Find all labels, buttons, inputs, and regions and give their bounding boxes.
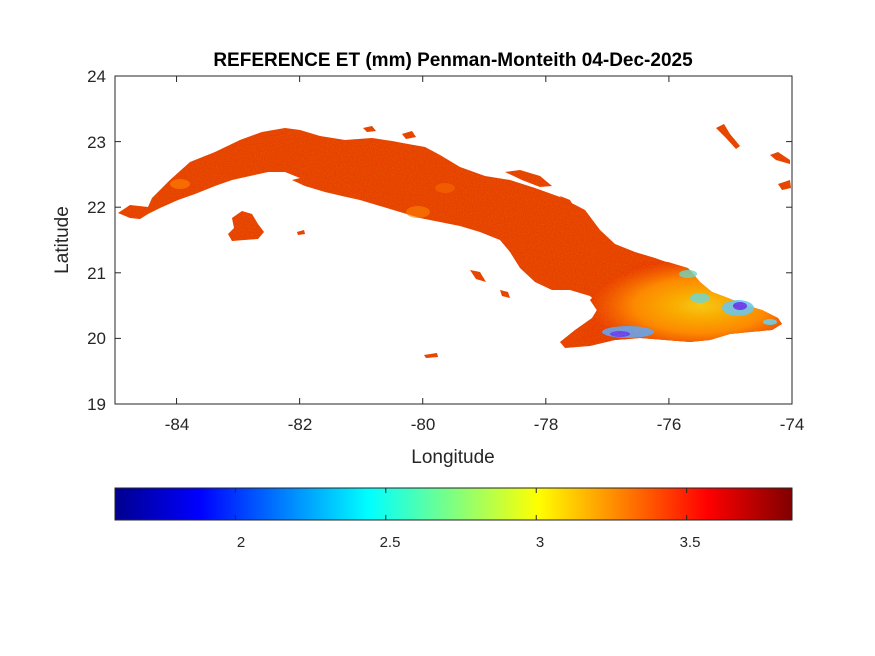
x-tick-label: -74 (780, 415, 805, 434)
isla-de-la-juventud (228, 211, 264, 241)
x-tick-label: -78 (534, 415, 559, 434)
bahamas-edge (716, 124, 740, 149)
y-tick-label: 19 (87, 395, 106, 414)
y-tick-label: 23 (87, 133, 106, 152)
south-cays (470, 270, 486, 282)
low-et-patch-5 (690, 293, 710, 303)
x-tick-label: -82 (288, 415, 313, 434)
north-cays-2 (560, 196, 576, 210)
low-et-patch-2 (610, 331, 630, 337)
chart-title: REFERENCE ET (mm) Penman-Monteith 04-Dec… (213, 50, 693, 71)
low-et-patch-4 (733, 302, 747, 310)
y-tick-label: 24 (87, 67, 106, 86)
x-tick-labels: -84 -82 -80 -78 -76 -74 (165, 415, 805, 434)
low-et-patch-7 (763, 319, 777, 325)
south-cays-4 (297, 230, 305, 235)
y-tick-label: 21 (87, 264, 106, 283)
colorbar-ticks (234, 488, 688, 520)
x-axis-label: Longitude (411, 447, 494, 468)
central-highlight-2 (435, 183, 455, 193)
colorbar-tick-label: 3 (536, 534, 544, 551)
hispaniola-edge (770, 152, 790, 164)
axis-ticks (115, 75, 793, 405)
south-cays-3 (424, 353, 438, 358)
x-tick-label: -84 (165, 415, 190, 434)
y-tick-labels: 19 20 21 22 23 24 (87, 67, 106, 414)
west-highlight (170, 179, 190, 189)
land-layer (118, 124, 791, 358)
colorbar-tick-label: 3.5 (680, 534, 701, 551)
low-et-patch-6 (679, 270, 697, 278)
y-axis-label: Latitude (52, 206, 73, 274)
hispaniola-edge-2 (778, 180, 791, 190)
low-et-patch-1 (602, 326, 654, 338)
x-tick-label: -76 (657, 415, 682, 434)
y-tick-label: 22 (87, 198, 106, 217)
north-cays-3 (363, 126, 376, 132)
colorbar (114, 487, 793, 521)
north-cays (505, 170, 552, 187)
eastern-region (580, 260, 782, 343)
y-tick-label: 20 (87, 329, 106, 348)
colorbar-tick-label: 2 (237, 534, 245, 551)
x-tick-label: -80 (411, 415, 436, 434)
colorbar-tick-label: 2.5 (380, 534, 401, 551)
plot-area (114, 75, 793, 405)
north-cays-4 (402, 131, 416, 139)
central-highlight (406, 206, 430, 218)
south-cays-2 (500, 290, 510, 298)
colorbar-tick-labels: 2 2.5 3 3.5 (237, 534, 701, 551)
